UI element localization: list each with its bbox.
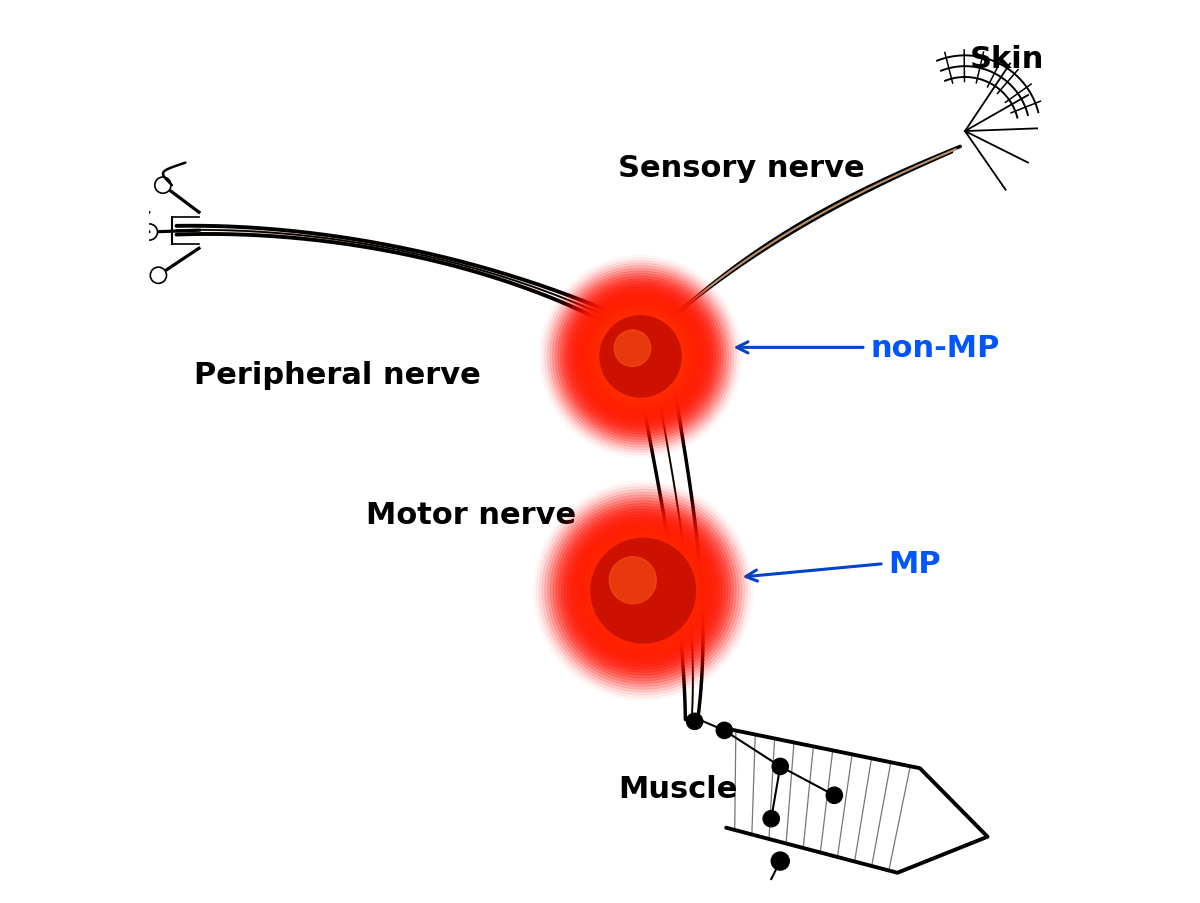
Circle shape [584,532,702,650]
Text: Muscle: Muscle [618,775,737,804]
Circle shape [628,344,654,370]
Circle shape [598,546,689,636]
Text: Skin: Skin [970,45,1044,74]
Text: Sensory nerve: Sensory nerve [618,154,865,182]
Circle shape [150,268,167,284]
Circle shape [590,539,696,643]
Circle shape [570,287,710,427]
Circle shape [641,588,646,594]
Circle shape [601,549,685,633]
Circle shape [716,722,732,739]
Circle shape [589,305,692,409]
Circle shape [620,569,666,613]
Text: Motor nerve: Motor nerve [366,500,576,529]
Circle shape [574,290,708,424]
Circle shape [587,535,700,647]
Circle shape [589,537,697,645]
Circle shape [542,489,745,693]
Circle shape [620,336,661,377]
Circle shape [595,544,691,638]
Circle shape [605,321,677,393]
Circle shape [618,565,668,617]
Circle shape [614,330,650,368]
Circle shape [635,582,652,600]
Circle shape [592,308,690,406]
Circle shape [610,557,677,625]
Circle shape [623,339,659,375]
Circle shape [545,492,742,690]
Circle shape [614,331,666,383]
Circle shape [607,554,680,628]
Circle shape [610,557,656,604]
Circle shape [547,496,739,686]
Circle shape [624,572,662,610]
Circle shape [594,311,688,404]
Circle shape [559,507,727,675]
Circle shape [625,341,656,373]
Circle shape [599,315,682,398]
Circle shape [576,524,710,658]
Circle shape [556,504,731,678]
Circle shape [612,560,674,622]
Circle shape [616,563,672,619]
Text: Peripheral nerve: Peripheral nerve [194,360,481,389]
Circle shape [551,498,736,684]
Circle shape [155,178,172,194]
Circle shape [638,354,643,359]
Text: non-MP: non-MP [870,333,1000,362]
Circle shape [583,300,697,414]
Circle shape [596,313,685,401]
Circle shape [552,269,728,445]
Circle shape [568,515,719,667]
Circle shape [601,318,679,396]
Circle shape [560,276,721,437]
Circle shape [547,264,734,451]
Circle shape [142,225,157,241]
Circle shape [626,574,660,608]
Circle shape [686,713,703,730]
Circle shape [586,303,695,412]
Circle shape [581,297,700,416]
Circle shape [600,316,682,397]
Circle shape [578,295,703,419]
Circle shape [763,811,779,827]
Circle shape [610,326,672,388]
Circle shape [772,759,788,775]
Circle shape [637,585,649,597]
Circle shape [545,261,737,452]
Circle shape [607,323,674,391]
Circle shape [556,272,726,442]
Circle shape [562,509,725,673]
Circle shape [558,275,724,440]
Circle shape [772,852,790,870]
Circle shape [635,352,646,362]
Circle shape [568,284,713,430]
Circle shape [629,577,658,605]
Circle shape [550,266,731,448]
Text: MP: MP [888,550,941,579]
Circle shape [553,501,733,681]
Circle shape [827,787,842,804]
Circle shape [617,334,664,380]
Circle shape [576,293,706,422]
Circle shape [570,518,716,665]
Circle shape [632,580,654,602]
Circle shape [612,329,670,386]
Circle shape [578,526,708,656]
Circle shape [564,512,722,670]
Circle shape [632,349,648,365]
Circle shape [565,282,715,432]
Circle shape [630,347,650,368]
Circle shape [604,552,683,630]
Circle shape [593,540,694,642]
Circle shape [581,529,706,653]
Circle shape [539,487,748,695]
Circle shape [572,521,714,661]
Circle shape [563,279,719,434]
